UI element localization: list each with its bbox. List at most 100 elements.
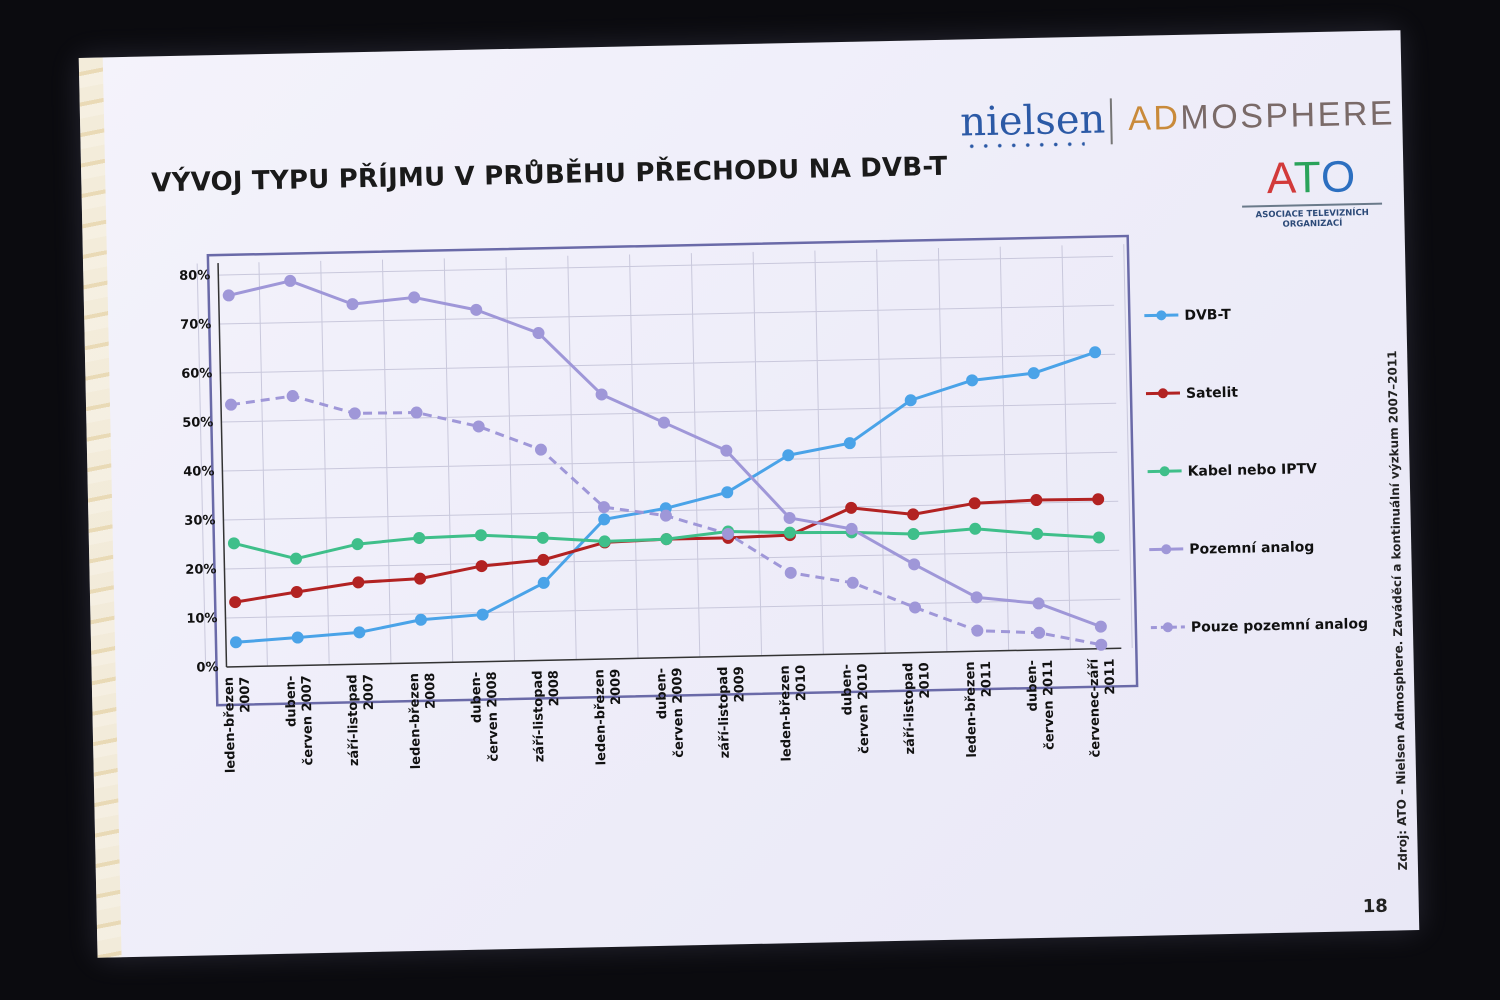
y-axis-line: [217, 263, 228, 667]
series-point: [1089, 346, 1102, 359]
x-tick-label-line: leden-březen: [222, 677, 239, 774]
series-point: [534, 443, 547, 456]
grid-line-vertical: [567, 255, 577, 660]
x-tick-label: září-listopad 2008: [531, 670, 563, 762]
series-point: [845, 522, 858, 535]
y-tick-label: 60%: [181, 366, 212, 382]
series-point: [783, 511, 796, 524]
series-point: [351, 538, 364, 551]
grid-line-vertical: [937, 247, 948, 652]
x-tick-label-line: červen 2008: [485, 671, 502, 761]
series-point: [845, 501, 858, 514]
x-tick-label-line: 2008: [423, 673, 439, 709]
x-tick-label-line: červen 2011: [1041, 660, 1058, 750]
series-point: [1033, 626, 1046, 639]
grid-line-vertical: [814, 250, 824, 655]
series-point: [284, 274, 297, 287]
series-point: [597, 501, 610, 514]
x-tick-label-line: 2007: [361, 674, 377, 710]
series-point: [229, 596, 242, 609]
y-tick-label: 80%: [179, 268, 210, 284]
series-point: [414, 613, 427, 626]
series-point: [536, 531, 549, 544]
grid-line-vertical: [505, 257, 515, 661]
series-point: [907, 527, 920, 540]
series-point: [970, 591, 983, 604]
legend: DVB-T Satelit Kabel nebo IPTV Pozemní analo…: [1144, 307, 1368, 636]
series-point: [908, 558, 921, 571]
x-tick-label-line: duben-: [839, 664, 855, 716]
series-point: [722, 527, 735, 540]
presentation-slide: VÝVOJ TYPU PŘÍJMU V PRŮBĚHU PŘECHODU NA …: [78, 30, 1420, 958]
grid-line-vertical: [999, 246, 1010, 651]
series-point: [470, 303, 483, 316]
grid-line-vertical: [876, 249, 886, 654]
series-point: [1094, 620, 1107, 633]
grid-line-vertical: [690, 253, 701, 658]
x-tick-label: duben-červen 2007: [283, 675, 316, 765]
legend-marker: [1157, 388, 1168, 399]
x-tick-label: duben-červen 2009: [654, 667, 687, 757]
x-tick-label-line: červenec-září: [1086, 657, 1103, 757]
x-tick-label-line: leden-březen: [963, 661, 980, 758]
series-point: [659, 509, 672, 522]
series-point: [784, 566, 797, 579]
grid-line-horizontal: [220, 353, 1116, 374]
legend-entry-label: Kabel nebo IPTV: [1187, 461, 1317, 480]
grid-line-vertical: [196, 263, 207, 668]
x-tick-label-line: leden-březen: [778, 665, 795, 762]
series-point: [846, 576, 859, 589]
grid-line-vertical: [629, 254, 639, 659]
series-point: [971, 624, 984, 637]
grid-line-horizontal: [221, 402, 1117, 423]
grid-lines: [196, 244, 1133, 668]
grid-line-vertical: [1061, 245, 1071, 650]
series-point: [222, 289, 235, 302]
series-point: [966, 374, 979, 387]
y-tick-label: 70%: [180, 317, 211, 333]
series-point: [968, 497, 981, 510]
series-point: [843, 437, 856, 450]
x-tick-label-line: 2010: [794, 665, 810, 701]
series-point: [904, 394, 917, 407]
x-axis-line: [226, 647, 1122, 668]
x-tick-label-line: červen 2007: [299, 675, 316, 765]
series-point: [472, 420, 485, 433]
series-point: [476, 608, 489, 621]
series-point: [346, 298, 359, 311]
page-number: 18: [1362, 895, 1389, 918]
series-point: [595, 388, 608, 401]
x-tick-label-line: duben-: [283, 675, 299, 727]
series-lines: [222, 274, 1108, 651]
grid-line-vertical: [443, 258, 454, 663]
y-tick-labels: 0% 10% 20% 30% 40% 50% 60% 70% 80%: [179, 268, 219, 675]
grid-line-horizontal: [225, 598, 1121, 619]
axes: [217, 263, 1122, 668]
x-tick-label-line: září-listopad: [716, 666, 733, 758]
x-tick-label: duben-červen 2008: [469, 671, 502, 761]
series-point: [353, 626, 366, 639]
series-point: [348, 407, 361, 420]
x-tick-label-line: 2009: [608, 669, 624, 705]
x-tick-label-line: leden-březen: [407, 673, 424, 770]
grid-line-vertical: [381, 259, 392, 664]
series-point: [413, 531, 426, 544]
series-point: [782, 449, 795, 462]
x-tick-label-line: duben-: [1025, 660, 1041, 712]
series-point: [721, 486, 734, 499]
x-tick-label-line: září-listopad: [901, 663, 918, 755]
x-tick-label-line: 2009: [732, 666, 748, 702]
series-point: [783, 526, 796, 539]
series-point: [290, 552, 303, 565]
series-point: [532, 327, 545, 340]
series-point: [598, 513, 611, 526]
x-tick-label-line: červen 2010: [855, 663, 872, 753]
grid-line-vertical: [752, 251, 763, 656]
legend-marker: [1162, 622, 1173, 633]
